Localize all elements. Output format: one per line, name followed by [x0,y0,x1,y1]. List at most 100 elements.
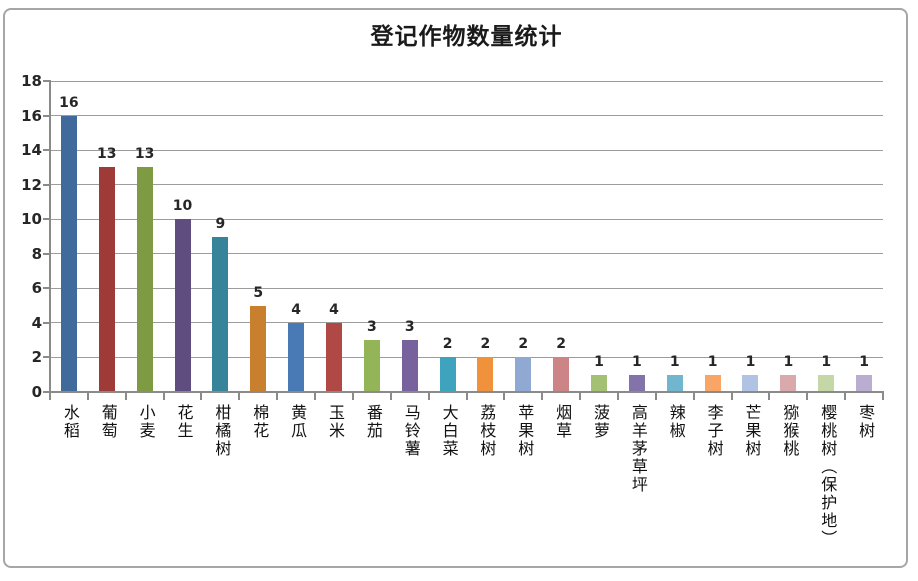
x-axis-tick [465,393,468,400]
y-axis-tick-label: 4 [31,313,42,332]
x-axis-category-label: 小麦 [136,404,154,440]
x-axis-category-label: 柑橘树 [212,404,230,458]
chart-bar [477,357,494,391]
x-axis-category-label: 荔枝树 [477,404,495,458]
x-axis-tick [579,393,582,400]
x-axis-category-label: 烟草 [553,404,571,440]
bar-value-label: 1 [707,353,718,370]
chart-bar [325,322,342,391]
x-axis-category-label: 马铃薯 [401,404,419,458]
x-axis-category-label: 葡萄 [98,404,116,440]
bar-value-label: 3 [366,319,377,336]
bar-value-label: 2 [556,336,567,353]
x-axis-category-label: 樱桃树（保护地） [818,404,836,548]
bar-value-label: 2 [518,336,529,353]
bar-value-label: 9 [215,215,226,232]
chart-bar [856,374,873,391]
y-axis-tick [43,391,50,393]
bar-value-label: 3 [404,319,415,336]
chart-bar [250,305,267,391]
chart-bar [401,340,418,391]
x-axis-tick [276,393,279,400]
y-axis-tick [43,149,50,152]
chart-bar [288,322,305,391]
x-axis-category-label: 枣树 [856,404,874,440]
x-axis-tick [86,393,89,400]
x-axis-tick [616,393,619,400]
chart-bar [439,357,456,391]
x-axis-category-label: 芒果树 [742,404,760,458]
y-axis-tick-label: 10 [21,210,42,229]
x-axis-tick [541,393,544,400]
y-axis-tick-label: 6 [31,279,42,298]
bar-value-label: 2 [480,336,491,353]
gridline [50,218,883,220]
chart-bar [60,115,77,391]
chart-bar [363,340,380,391]
x-axis-category-label: 辣椒 [666,404,684,440]
chart-bar [98,167,115,391]
y-axis-tick [43,321,50,324]
x-axis-category-label: 猕猴桃 [780,404,798,458]
bar-value-label: 1 [821,353,832,370]
bar-value-label: 5 [253,284,264,301]
x-axis-category-label: 菠萝 [591,404,609,440]
x-axis-category-label: 苹果树 [515,404,533,458]
bar-value-label: 1 [669,353,680,370]
bar-value-label: 1 [745,353,756,370]
x-axis-tick [730,393,733,400]
chart-bar [591,374,608,391]
x-axis-category-label: 李子树 [704,404,722,458]
bar-value-label: 4 [291,301,301,318]
y-axis-tick-label: 14 [21,141,42,160]
bar-value-label: 13 [97,146,117,163]
y-axis-tick [43,287,50,290]
bar-value-label: 13 [134,146,155,163]
gridline [50,253,883,255]
bar-value-label: 4 [329,301,339,318]
chart-bar [818,374,835,391]
x-axis-tick [768,393,771,400]
x-axis-tick [503,393,506,400]
y-axis-tick [43,356,50,359]
chart-bar [780,374,797,391]
chart-bar [174,219,191,391]
x-axis-tick [806,393,809,400]
bar-value-label: 1 [594,353,604,370]
x-axis-category-label: 棉花 [250,404,268,440]
x-axis-tick [427,393,430,400]
x-axis-category-label: 番茄 [363,404,381,440]
x-axis-category-label: 大白菜 [439,404,457,458]
x-axis-tick [314,393,317,400]
bar-value-label: 10 [172,198,193,215]
x-axis-tick [124,393,127,400]
chart-bar [704,374,721,391]
chart-bar [742,374,759,391]
gridline [50,184,883,186]
x-axis-category-label: 花生 [174,404,192,440]
y-axis-tick [43,218,50,221]
x-axis-tick [882,393,884,400]
x-axis-tick [200,393,203,400]
chart-bar [666,374,683,391]
bar-value-label: 16 [59,94,79,111]
y-axis [49,80,51,399]
y-axis-tick-label: 0 [31,383,42,401]
y-axis-tick-label: 2 [31,348,42,367]
chart-bar [212,236,229,391]
x-axis-category-label: 玉米 [325,404,343,440]
y-axis-tick-label: 12 [21,175,42,194]
chart-bar [136,167,153,391]
gridline [50,115,883,117]
x-axis-tick [162,393,165,400]
bar-value-label: 1 [632,353,642,370]
y-axis-tick-label: 18 [21,72,42,90]
y-axis-tick-label: 16 [21,106,42,125]
gridline [50,356,883,358]
x-axis [50,391,884,393]
y-axis-tick [43,114,50,117]
gridline [50,149,883,151]
chart-bar [628,374,645,391]
y-axis-tick [43,252,50,255]
